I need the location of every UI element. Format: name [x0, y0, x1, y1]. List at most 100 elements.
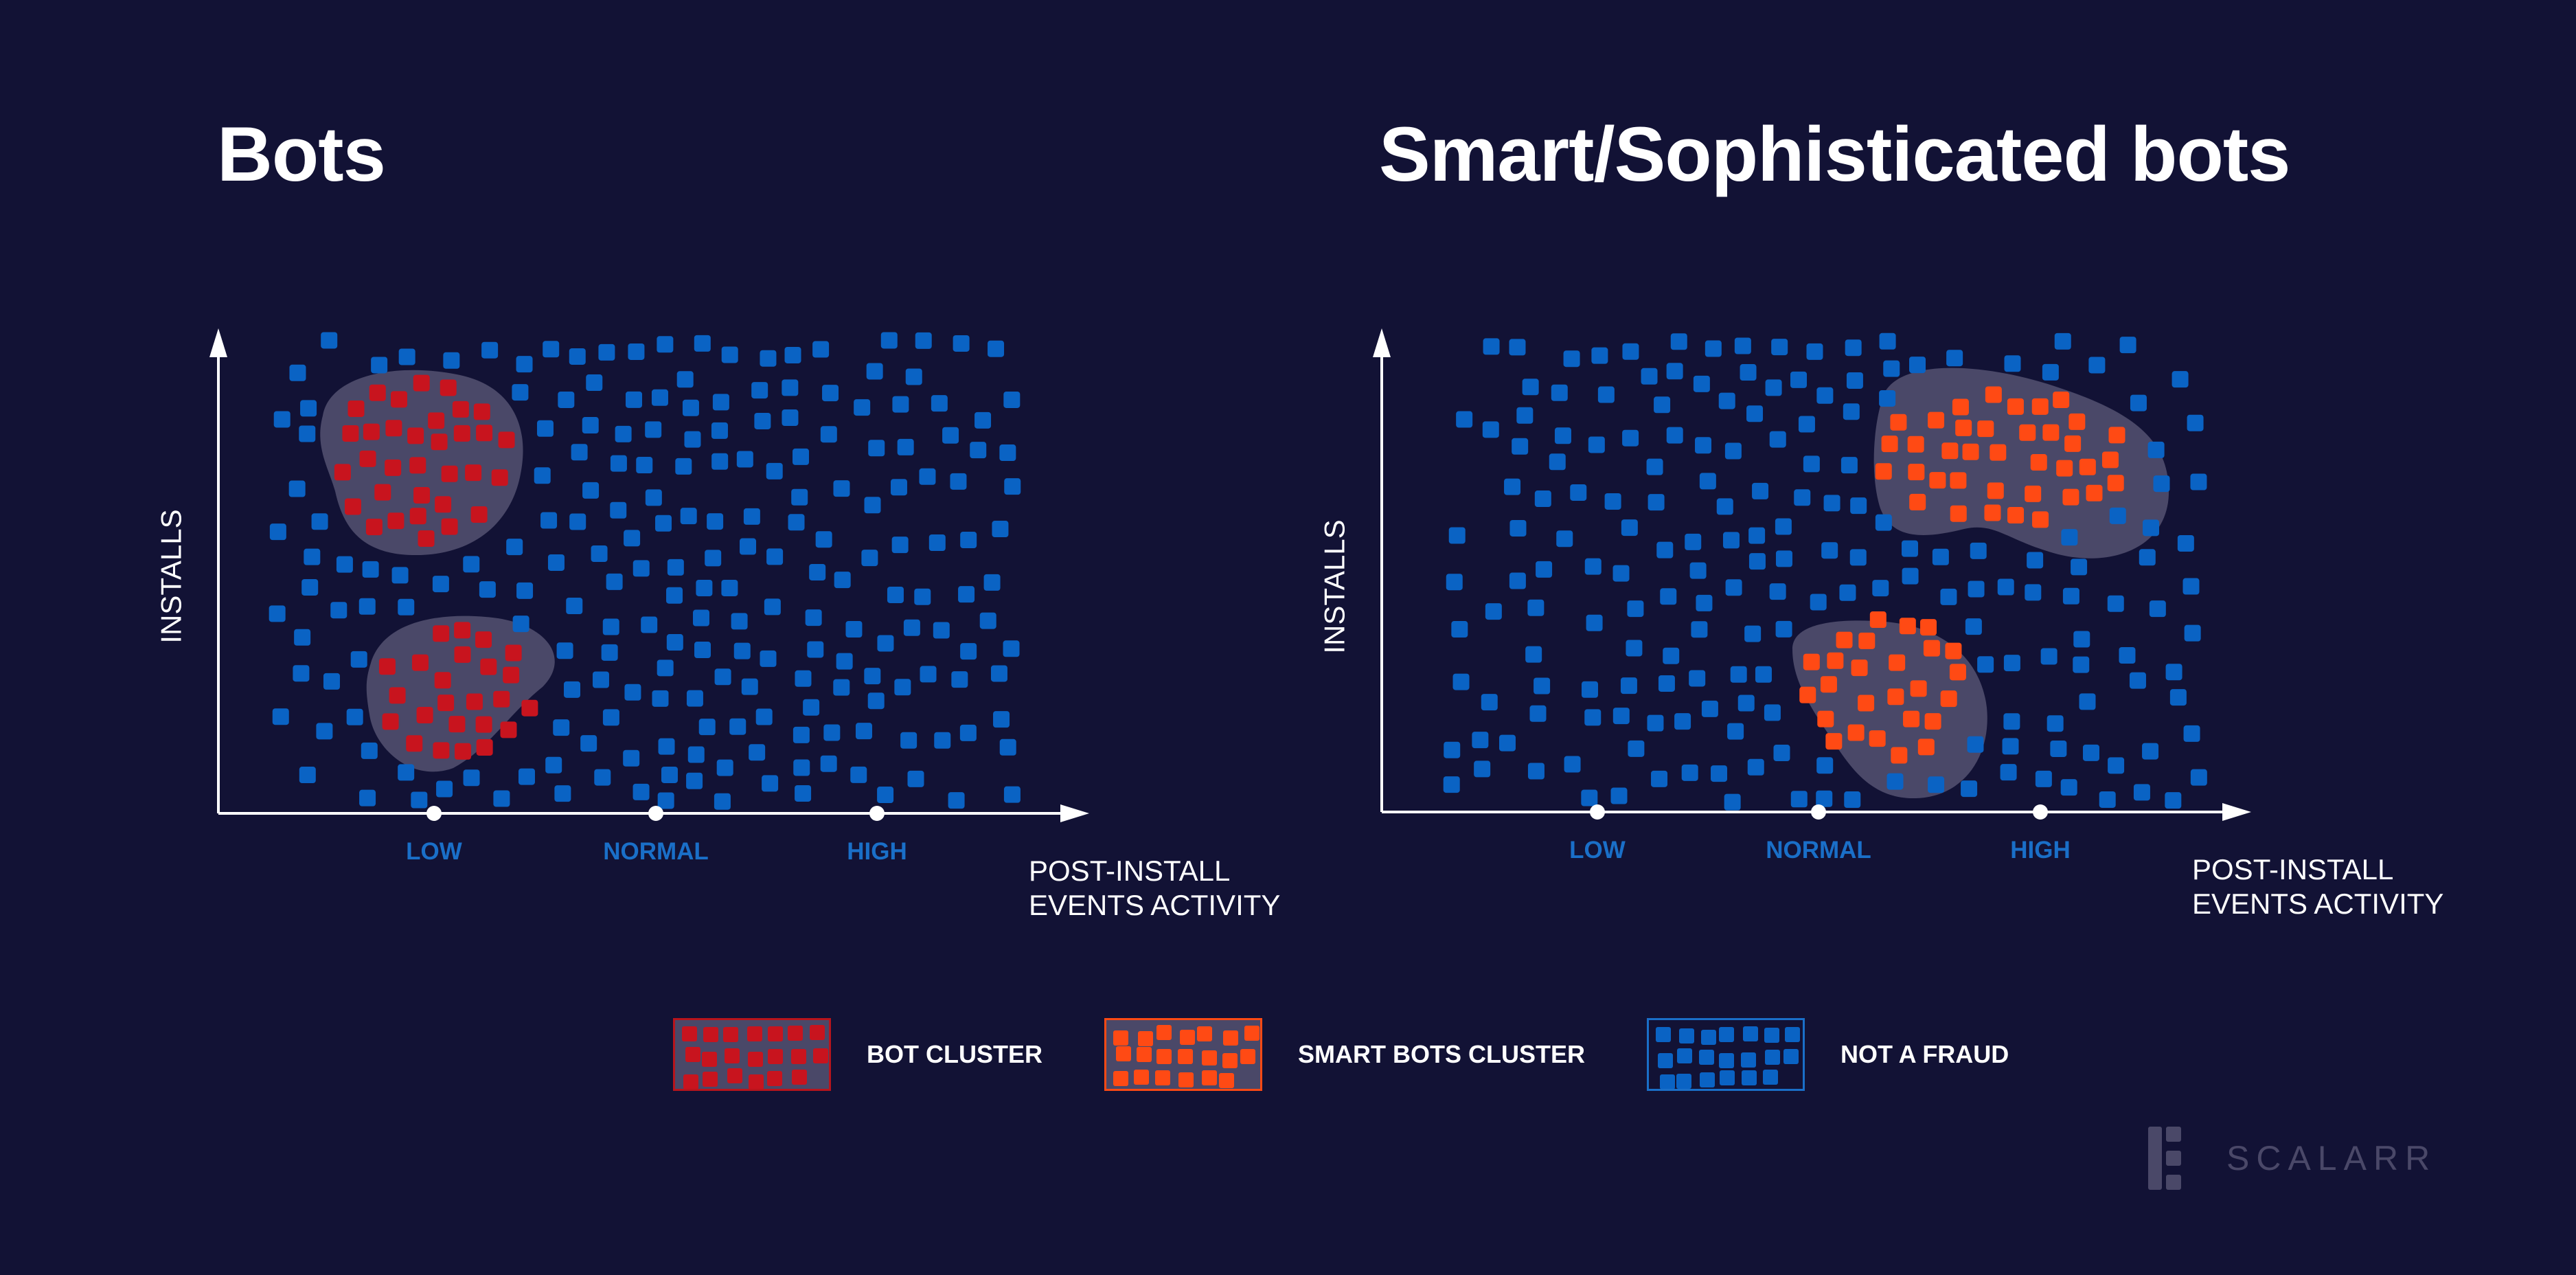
bot-cluster-point — [435, 496, 452, 513]
not-a-fraud-point — [1663, 647, 1680, 664]
not-a-fraud-point — [791, 488, 808, 506]
not-a-fraud-point — [1748, 553, 1766, 570]
bot-cluster-point — [378, 658, 396, 675]
x-axis-tick-dot-left-0 — [426, 806, 442, 821]
not-a-fraud-point — [571, 444, 588, 461]
bot-cluster-point — [416, 707, 433, 724]
not-a-fraud-point — [1670, 333, 1687, 350]
smart-bots-cluster-point — [1940, 690, 1957, 708]
not-a-fraud-point — [564, 681, 581, 698]
not-a-fraud-point — [812, 341, 830, 358]
legend-swatch-point — [1113, 1070, 1128, 1086]
smart-bots-cluster-point — [1950, 505, 1967, 522]
not-a-fraud-point — [919, 468, 936, 485]
smart-bots-cluster-point — [1825, 733, 1843, 750]
legend-swatch-point — [1743, 1026, 1759, 1041]
smart-bots-cluster-point — [2053, 391, 2070, 408]
legend-swatch-point — [1742, 1070, 1757, 1086]
not-a-fraud-point — [391, 567, 409, 584]
smart-bots-cluster-point — [2056, 460, 2073, 477]
not-a-fraud-point — [741, 678, 758, 695]
not-a-fraud-point — [606, 573, 623, 590]
not-a-fraud-point — [1844, 791, 1861, 809]
not-a-fraud-point — [877, 787, 894, 804]
legend-swatch-point — [1137, 1046, 1152, 1062]
not-a-fraud-point — [1967, 736, 1984, 753]
not-a-fraud-point — [321, 332, 338, 349]
legend-swatch-point — [1700, 1030, 1716, 1046]
smart-bots-cluster-point — [1907, 436, 1924, 453]
bot-cluster-point — [453, 425, 470, 442]
not-a-fraud-point — [867, 692, 885, 710]
legend-swatch-point — [1244, 1026, 1260, 1041]
not-a-fraud-point — [751, 382, 768, 399]
not-a-fraud-point — [953, 335, 970, 352]
not-a-fraud-point — [1527, 599, 1545, 616]
legend-swatch-point — [1223, 1030, 1239, 1046]
not-a-fraud-point — [820, 755, 837, 772]
bot-cluster-point — [365, 519, 383, 536]
not-a-fraud-point — [1737, 695, 1755, 712]
not-a-fraud-point — [714, 793, 731, 810]
not-a-fraud-point — [762, 775, 779, 792]
not-a-fraud-point — [890, 479, 907, 496]
not-a-fraud-point — [721, 579, 738, 596]
legend-swatch-point — [1138, 1030, 1154, 1046]
legend-swatch-point — [703, 1026, 719, 1042]
not-a-fraud-point — [999, 444, 1016, 462]
not-a-fraud-point — [755, 708, 773, 725]
not-a-fraud-point — [836, 653, 853, 670]
bot-cluster-point — [470, 506, 488, 523]
smart-bots-cluster-point — [1923, 640, 1940, 657]
not-a-fraud-point — [1622, 429, 1639, 447]
not-a-fraud-point — [1689, 670, 1706, 687]
x-axis-label-left-line2: EVENTS ACTIVITY — [1029, 889, 1281, 921]
not-a-fraud-point — [506, 539, 523, 556]
not-a-fraud-point — [907, 770, 924, 787]
smart-bots-cluster-point — [1941, 442, 1959, 460]
not-a-fraud-point — [1527, 763, 1545, 780]
legend-swatch-point — [748, 1052, 764, 1068]
legend-swatch-point — [768, 1049, 784, 1065]
smart-bots-cluster-point — [1799, 686, 1816, 703]
not-a-fraud-point — [1620, 677, 1637, 695]
smart-bots-cluster-point — [2019, 424, 2036, 441]
not-a-fraud-point — [636, 457, 653, 474]
not-a-fraud-point — [711, 422, 728, 439]
smart-bots-cluster-point — [1827, 652, 1844, 669]
not-a-fraud-point — [990, 665, 1007, 682]
not-a-fraud-point — [2000, 764, 2017, 781]
not-a-fraud-point — [1725, 579, 1742, 596]
not-a-fraud-point — [1516, 407, 1534, 424]
legend-swatch-point — [1180, 1030, 1196, 1046]
not-a-fraud-point — [864, 497, 881, 514]
not-a-fraud-point — [443, 352, 460, 369]
not-a-fraud-point — [1584, 558, 1602, 575]
smart-bots-cluster-point — [1869, 730, 1886, 747]
not-a-fraud-point — [2073, 631, 2090, 648]
smart-bots-cluster-point — [1928, 411, 1945, 429]
not-a-fraud-point — [1648, 494, 1665, 511]
not-a-fraud-point — [2182, 578, 2200, 595]
smart-bots-cluster-point — [2042, 424, 2060, 441]
x-axis-arrow-right — [2222, 803, 2251, 821]
not-a-fraud-point — [822, 385, 839, 402]
smart-bots-cluster-point — [2032, 511, 2049, 528]
not-a-fraud-point — [1695, 437, 1712, 454]
bot-cluster-point — [503, 666, 520, 684]
not-a-fraud-point — [1626, 640, 1643, 657]
smart-bots-cluster-point — [1803, 653, 1820, 670]
not-a-fraud-point — [983, 574, 1001, 591]
bot-cluster-point — [498, 431, 515, 449]
not-a-fraud-point — [760, 650, 777, 667]
not-a-fraud-point — [1821, 542, 1838, 559]
legend-swatch-point — [727, 1068, 742, 1084]
not-a-fraud-point — [569, 348, 586, 365]
not-a-fraud-point — [764, 598, 781, 616]
bot-cluster-point — [454, 622, 471, 639]
not-a-fraud-point — [591, 545, 608, 562]
not-a-fraud-point — [855, 723, 872, 740]
smart-bots-cluster-blob — [1873, 368, 2169, 558]
not-a-fraud-point — [1806, 343, 1823, 360]
not-a-fraud-point — [2099, 791, 2116, 808]
